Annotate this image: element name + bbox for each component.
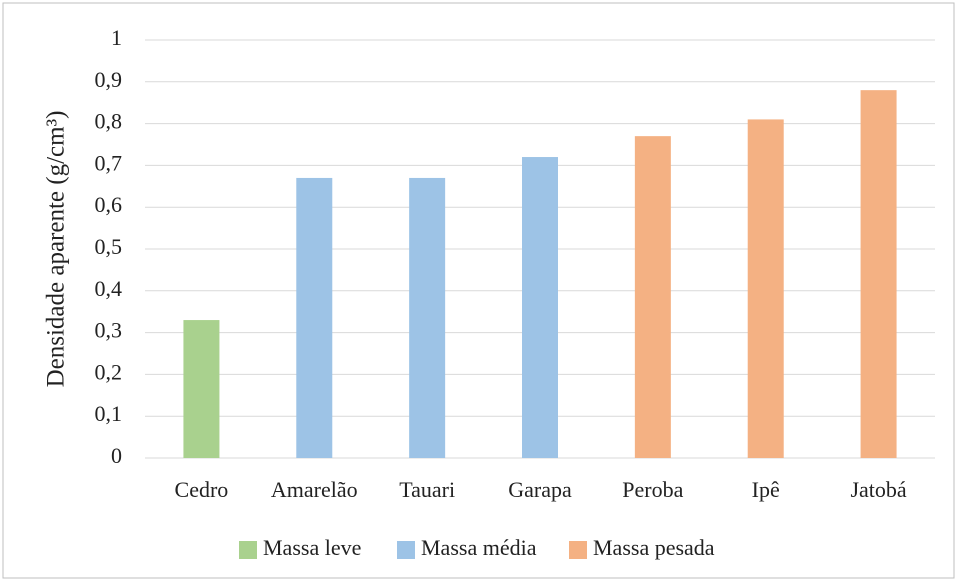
bar <box>296 177 333 458</box>
y-tick-label: 0,9 <box>95 67 123 92</box>
legend-swatch <box>239 541 257 559</box>
x-tick-label: Peroba <box>622 477 683 502</box>
y-tick-label: 0,4 <box>95 276 123 301</box>
x-tick-label: Jatobá <box>850 477 906 502</box>
bar <box>747 119 784 459</box>
y-tick-label: 0,5 <box>95 234 123 259</box>
x-tick-label: Garapa <box>508 477 572 502</box>
bar <box>634 136 671 458</box>
bar <box>183 320 220 458</box>
x-tick-label: Cedro <box>175 477 229 502</box>
y-tick-label: 0 <box>111 443 122 468</box>
x-tick-label: Tauari <box>399 477 455 502</box>
legend-swatch <box>569 541 587 559</box>
legend-label: Massa leve <box>263 535 361 560</box>
y-tick-label: 0,3 <box>95 318 123 343</box>
bar <box>860 90 897 458</box>
legend-label: Massa média <box>421 535 537 560</box>
y-tick-label: 0,8 <box>95 109 123 134</box>
y-tick-label: 0,2 <box>95 359 123 384</box>
y-tick-label: 0,7 <box>95 150 123 175</box>
x-tick-label: Amarelão <box>271 477 358 502</box>
y-tick-label: 1 <box>111 25 122 50</box>
y-tick-label: 0,6 <box>95 192 123 217</box>
y-axis-title: Densidade aparente (g/cm³) <box>43 111 70 388</box>
legend-label: Massa pesada <box>593 535 715 560</box>
bar <box>409 177 446 458</box>
bar <box>522 157 558 459</box>
y-tick-label: 0,1 <box>95 401 123 426</box>
x-tick-label: Ipê <box>752 477 780 502</box>
legend-swatch <box>397 541 415 559</box>
